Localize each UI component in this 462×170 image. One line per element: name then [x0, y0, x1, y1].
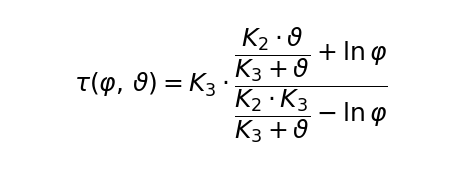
Text: $\tau(\varphi,\, \vartheta) = K_3 \cdot \dfrac{\dfrac{K_2 \cdot \vartheta}{K_3 +: $\tau(\varphi,\, \vartheta) = K_3 \cdot … [74, 25, 388, 145]
